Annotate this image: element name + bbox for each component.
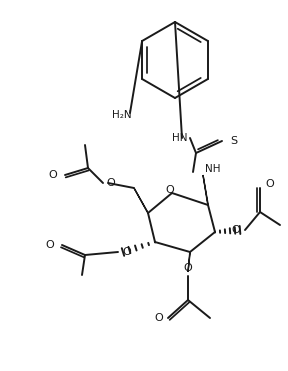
Text: O: O [184, 263, 192, 273]
Text: O: O [265, 179, 274, 189]
Polygon shape [134, 188, 148, 213]
Text: O: O [232, 225, 240, 235]
Polygon shape [188, 252, 190, 272]
Text: HN: HN [172, 133, 187, 143]
Text: NH: NH [205, 164, 221, 174]
Text: O: O [45, 240, 54, 250]
Text: O: O [107, 178, 115, 188]
Text: H₂N: H₂N [112, 110, 132, 120]
Text: O: O [48, 170, 57, 180]
Text: S: S [230, 136, 237, 146]
Polygon shape [203, 175, 208, 205]
Text: O: O [123, 247, 131, 257]
Text: O: O [154, 313, 163, 323]
Text: O: O [166, 185, 174, 195]
